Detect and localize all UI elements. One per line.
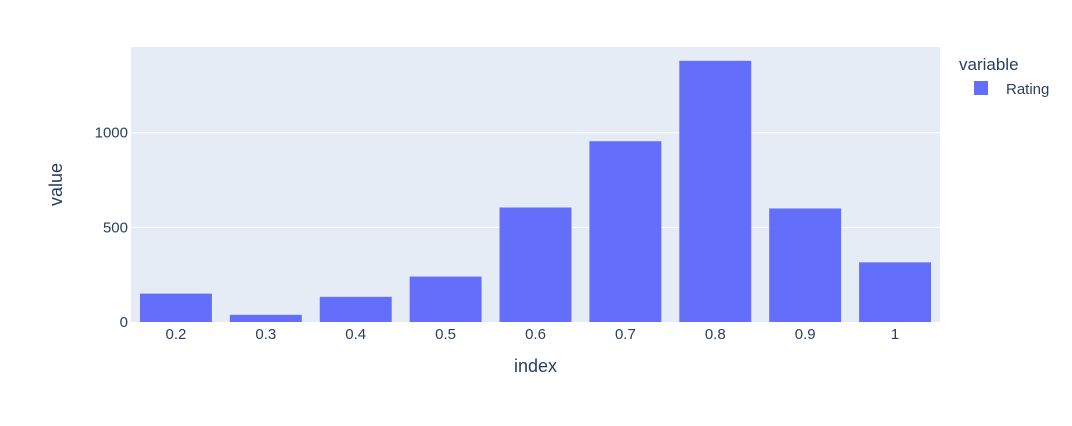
x-tick-label: 0.8 <box>705 326 726 343</box>
y-tick-labels: 0 500 1000 <box>95 125 128 331</box>
x-tick-label: 0.6 <box>525 326 546 343</box>
x-tick-labels: 0.2 0.3 0.4 0.5 0.6 0.7 0.8 0.9 1 <box>166 326 900 343</box>
bar-0.7[interactable] <box>589 141 662 322</box>
y-tick-label: 1000 <box>95 125 128 142</box>
bar-0.9[interactable] <box>769 208 842 322</box>
bar-1[interactable] <box>859 262 932 322</box>
bar-0.4[interactable] <box>319 296 392 322</box>
y-tick-label: 500 <box>103 219 128 236</box>
x-tick-label: 0.3 <box>255 326 276 343</box>
bar-0.5[interactable] <box>409 276 482 322</box>
x-tick-label: 0.7 <box>615 326 636 343</box>
y-tick-label: 0 <box>120 314 128 331</box>
legend[interactable]: variable Rating <box>959 55 1049 98</box>
bar-0.8[interactable] <box>679 60 752 322</box>
legend-title: variable <box>959 55 1019 74</box>
bars <box>139 60 932 322</box>
y-axis-title: value <box>46 163 66 206</box>
x-tick-label: 0.9 <box>795 326 816 343</box>
x-axis-title: index <box>514 356 557 376</box>
bar-0.2[interactable] <box>139 293 212 322</box>
x-tick-label: 1 <box>891 326 899 343</box>
legend-item-rating[interactable]: Rating <box>1006 81 1049 98</box>
bar-0.6[interactable] <box>499 207 572 322</box>
legend-swatch[interactable] <box>974 81 988 95</box>
bar-0.3[interactable] <box>229 314 302 322</box>
x-tick-label: 0.5 <box>435 326 456 343</box>
x-tick-label: 0.2 <box>166 326 187 343</box>
x-tick-label: 0.4 <box>345 326 366 343</box>
